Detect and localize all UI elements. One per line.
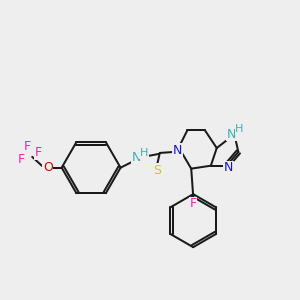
Text: N: N: [173, 143, 182, 157]
Text: F: F: [24, 140, 31, 153]
Text: F: F: [34, 146, 42, 159]
Text: S: S: [153, 164, 161, 177]
Text: N: N: [224, 161, 233, 174]
Text: H: H: [140, 148, 148, 158]
Text: F: F: [18, 153, 25, 166]
Text: H: H: [235, 124, 244, 134]
Text: O: O: [43, 161, 53, 174]
Text: N: N: [227, 128, 236, 141]
Text: F: F: [190, 197, 197, 211]
Text: N: N: [132, 152, 141, 164]
